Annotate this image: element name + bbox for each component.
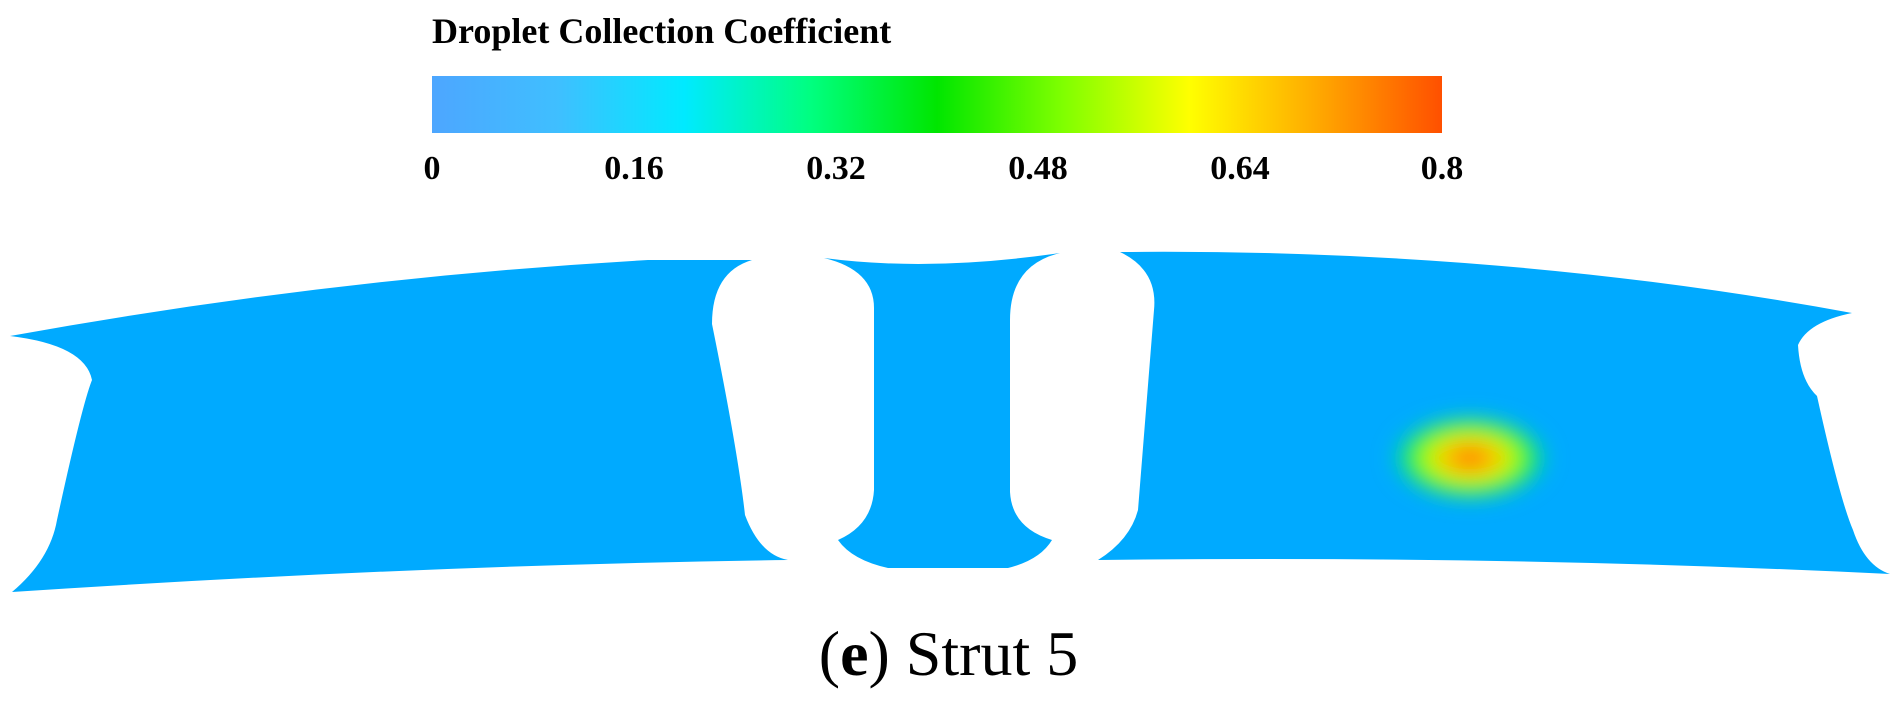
colorbar-tick-3: 0.48 xyxy=(1008,150,1068,187)
colorbar-tick-2: 0.32 xyxy=(806,150,866,187)
colorbar-tick-4: 0.64 xyxy=(1210,150,1270,187)
colorbar-ticks: 0 0.16 0.32 0.48 0.64 0.8 xyxy=(424,150,1464,187)
caption-text: Strut 5 xyxy=(889,618,1079,689)
caption-letter: e xyxy=(840,618,869,689)
colorbar-tick-1: 0.16 xyxy=(604,150,664,187)
hotspot-core xyxy=(1388,412,1552,504)
colorbar xyxy=(432,76,1442,133)
right-vane-passage xyxy=(1098,251,1890,574)
caption-open-paren: ( xyxy=(818,618,841,689)
caption-close-paren: ) xyxy=(868,618,890,689)
colorbar-tick-5: 0.8 xyxy=(1421,150,1464,187)
figure-caption: (e) Strut 5 xyxy=(0,622,1897,686)
colorbar-tick-0: 0 xyxy=(424,150,441,187)
droplet-impingement-hotspot xyxy=(1388,412,1552,504)
colorbar-title: Droplet Collection Coefficient xyxy=(432,11,891,51)
center-strut xyxy=(824,253,1060,568)
left-vane-passage xyxy=(10,260,788,592)
